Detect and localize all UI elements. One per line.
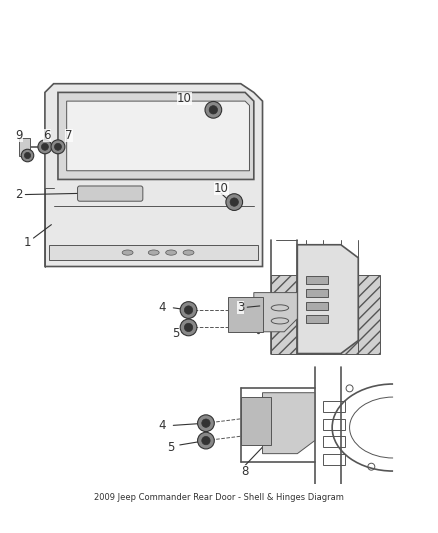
Circle shape bbox=[180, 302, 197, 318]
Circle shape bbox=[184, 306, 193, 314]
Text: 3: 3 bbox=[237, 301, 260, 314]
Circle shape bbox=[230, 198, 238, 206]
Ellipse shape bbox=[166, 250, 177, 255]
Circle shape bbox=[54, 143, 61, 150]
Text: 2009 Jeep Commander Rear Door - Shell & Hinges Diagram: 2009 Jeep Commander Rear Door - Shell & … bbox=[94, 493, 344, 502]
Text: 7: 7 bbox=[65, 130, 73, 142]
Text: 4: 4 bbox=[159, 419, 166, 432]
Text: 8: 8 bbox=[241, 465, 249, 478]
Bar bbox=[49, 245, 258, 260]
Circle shape bbox=[184, 323, 193, 332]
Text: 10: 10 bbox=[177, 92, 191, 106]
Bar bbox=[306, 302, 328, 310]
Circle shape bbox=[38, 140, 52, 154]
Circle shape bbox=[202, 437, 210, 445]
Circle shape bbox=[21, 149, 34, 162]
FancyBboxPatch shape bbox=[78, 186, 143, 201]
Bar bbox=[306, 289, 328, 297]
Ellipse shape bbox=[183, 250, 194, 255]
Polygon shape bbox=[262, 393, 315, 454]
Circle shape bbox=[51, 140, 65, 154]
Circle shape bbox=[198, 415, 214, 432]
Text: 9: 9 bbox=[15, 130, 22, 142]
Polygon shape bbox=[254, 293, 297, 332]
Ellipse shape bbox=[148, 250, 159, 255]
Bar bbox=[306, 276, 328, 284]
Bar bbox=[19, 138, 30, 156]
Circle shape bbox=[180, 319, 197, 336]
Polygon shape bbox=[228, 297, 262, 332]
Text: 4: 4 bbox=[159, 301, 166, 314]
Text: 2: 2 bbox=[15, 188, 77, 201]
Bar bbox=[306, 315, 328, 323]
Polygon shape bbox=[297, 245, 358, 353]
Circle shape bbox=[209, 106, 218, 114]
Circle shape bbox=[202, 419, 210, 427]
Polygon shape bbox=[58, 92, 254, 180]
Text: 1: 1 bbox=[24, 224, 51, 249]
Polygon shape bbox=[67, 101, 250, 171]
Circle shape bbox=[226, 193, 243, 211]
Polygon shape bbox=[241, 397, 271, 445]
Circle shape bbox=[198, 432, 214, 449]
Polygon shape bbox=[45, 84, 262, 266]
Circle shape bbox=[25, 152, 31, 159]
Text: 5: 5 bbox=[172, 327, 179, 341]
Bar bbox=[323, 436, 345, 447]
Bar bbox=[271, 275, 380, 353]
Text: 6: 6 bbox=[43, 130, 51, 142]
Bar bbox=[323, 454, 345, 465]
Circle shape bbox=[205, 101, 222, 118]
Bar bbox=[323, 419, 345, 430]
Ellipse shape bbox=[122, 250, 133, 255]
Text: 10: 10 bbox=[214, 182, 229, 195]
Text: 5: 5 bbox=[167, 441, 175, 454]
Bar bbox=[323, 401, 345, 413]
Circle shape bbox=[42, 143, 48, 150]
